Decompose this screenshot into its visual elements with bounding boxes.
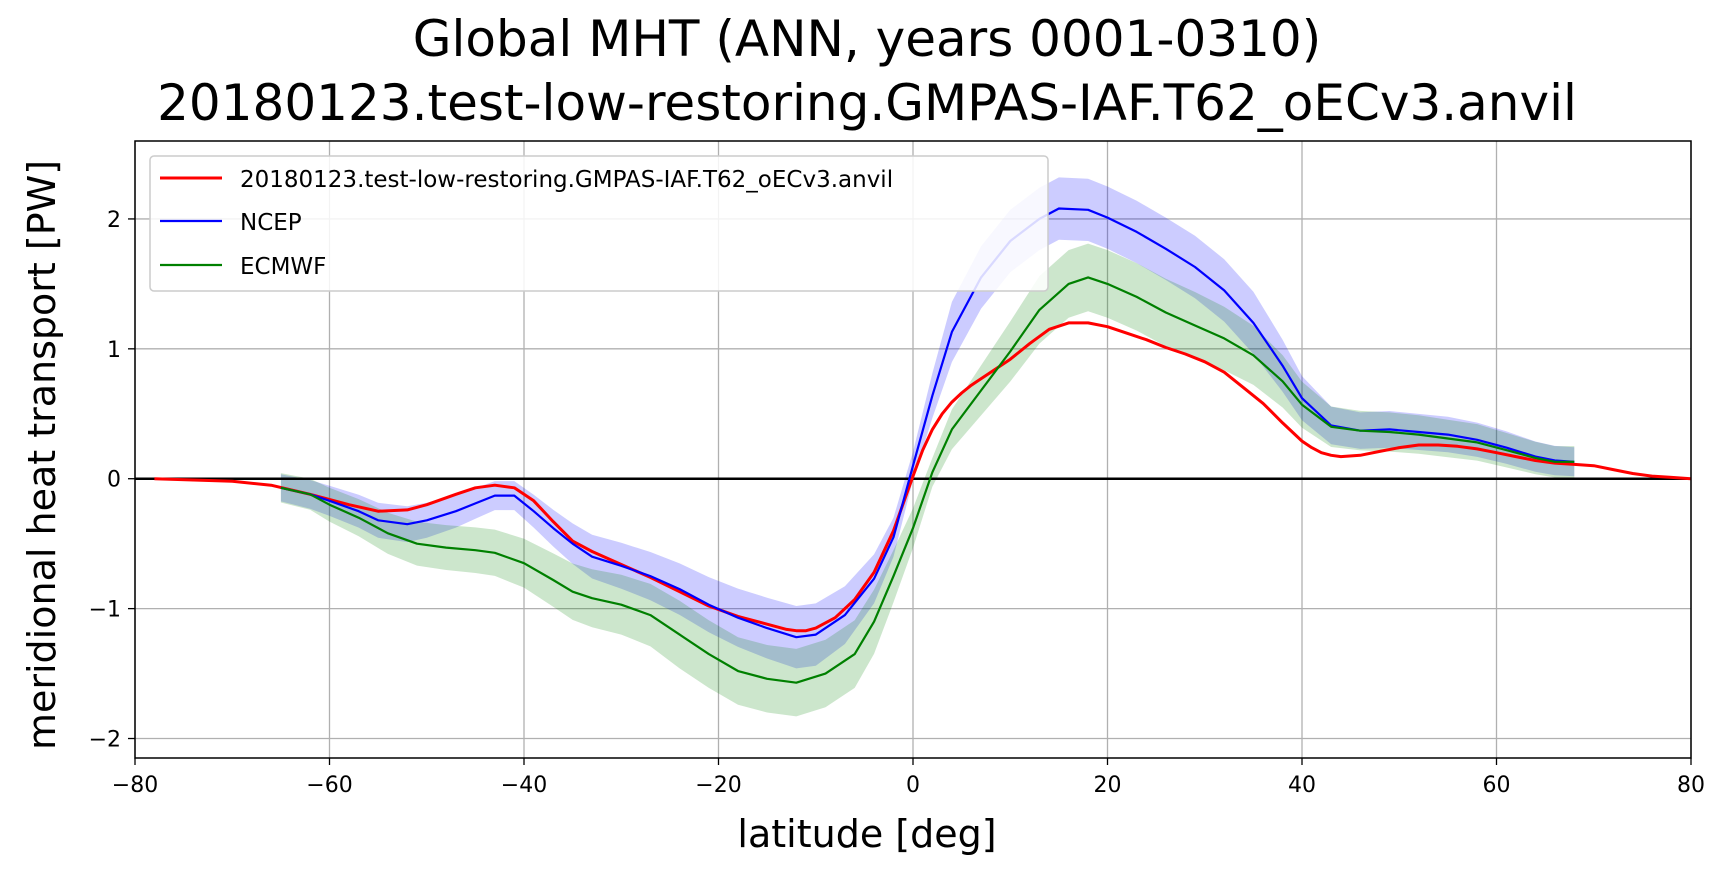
- y-tick-label: 0: [107, 468, 121, 493]
- y-tick-label: 1: [107, 338, 121, 363]
- chart-title-line-2: 20180123.test-low-restoring.GMPAS-IAF.T6…: [157, 74, 1577, 132]
- x-tick-label: 40: [1288, 773, 1316, 798]
- series-line-0: [154, 321, 1691, 633]
- x-tick-label: 80: [1677, 773, 1705, 798]
- legend-label-series-1: NCEP: [240, 210, 302, 236]
- band-series-2: [280, 243, 1575, 717]
- chart-title-line-1: Global MHT (ANN, years 0001-0310): [412, 10, 1322, 68]
- axis-ticks: −80 −60 −40 −20 0 20 40 60 80 −2 −1 0 1 2: [89, 208, 1705, 798]
- y-axis-label: meridional heat transport [PW]: [20, 159, 64, 751]
- legend-label-series-2: ECMWF: [240, 254, 326, 280]
- legend: 20180123.test-low-restoring.GMPAS-IAF.T6…: [149, 155, 1049, 292]
- x-tick-label: −40: [501, 773, 547, 798]
- x-tick-label: 20: [1094, 773, 1122, 798]
- x-tick-label: −60: [306, 773, 352, 798]
- y-tick-label: −1: [89, 598, 121, 623]
- x-tick-label: 0: [906, 773, 920, 798]
- x-tick-label: 60: [1483, 773, 1511, 798]
- band-series-1: [280, 177, 1575, 669]
- series-lines: [154, 207, 1691, 684]
- x-tick-label: −80: [112, 773, 158, 798]
- legend-label-series-0: 20180123.test-low-restoring.GMPAS-IAF.T6…: [240, 167, 893, 193]
- y-tick-label: −2: [89, 728, 121, 753]
- x-tick-label: −20: [695, 773, 741, 798]
- x-axis-label: latitude [deg]: [737, 812, 997, 856]
- y-tick-label: 2: [107, 208, 121, 233]
- series-line-2: [280, 276, 1575, 684]
- uncertainty-bands: [280, 177, 1575, 717]
- legend-box: [149, 155, 1049, 292]
